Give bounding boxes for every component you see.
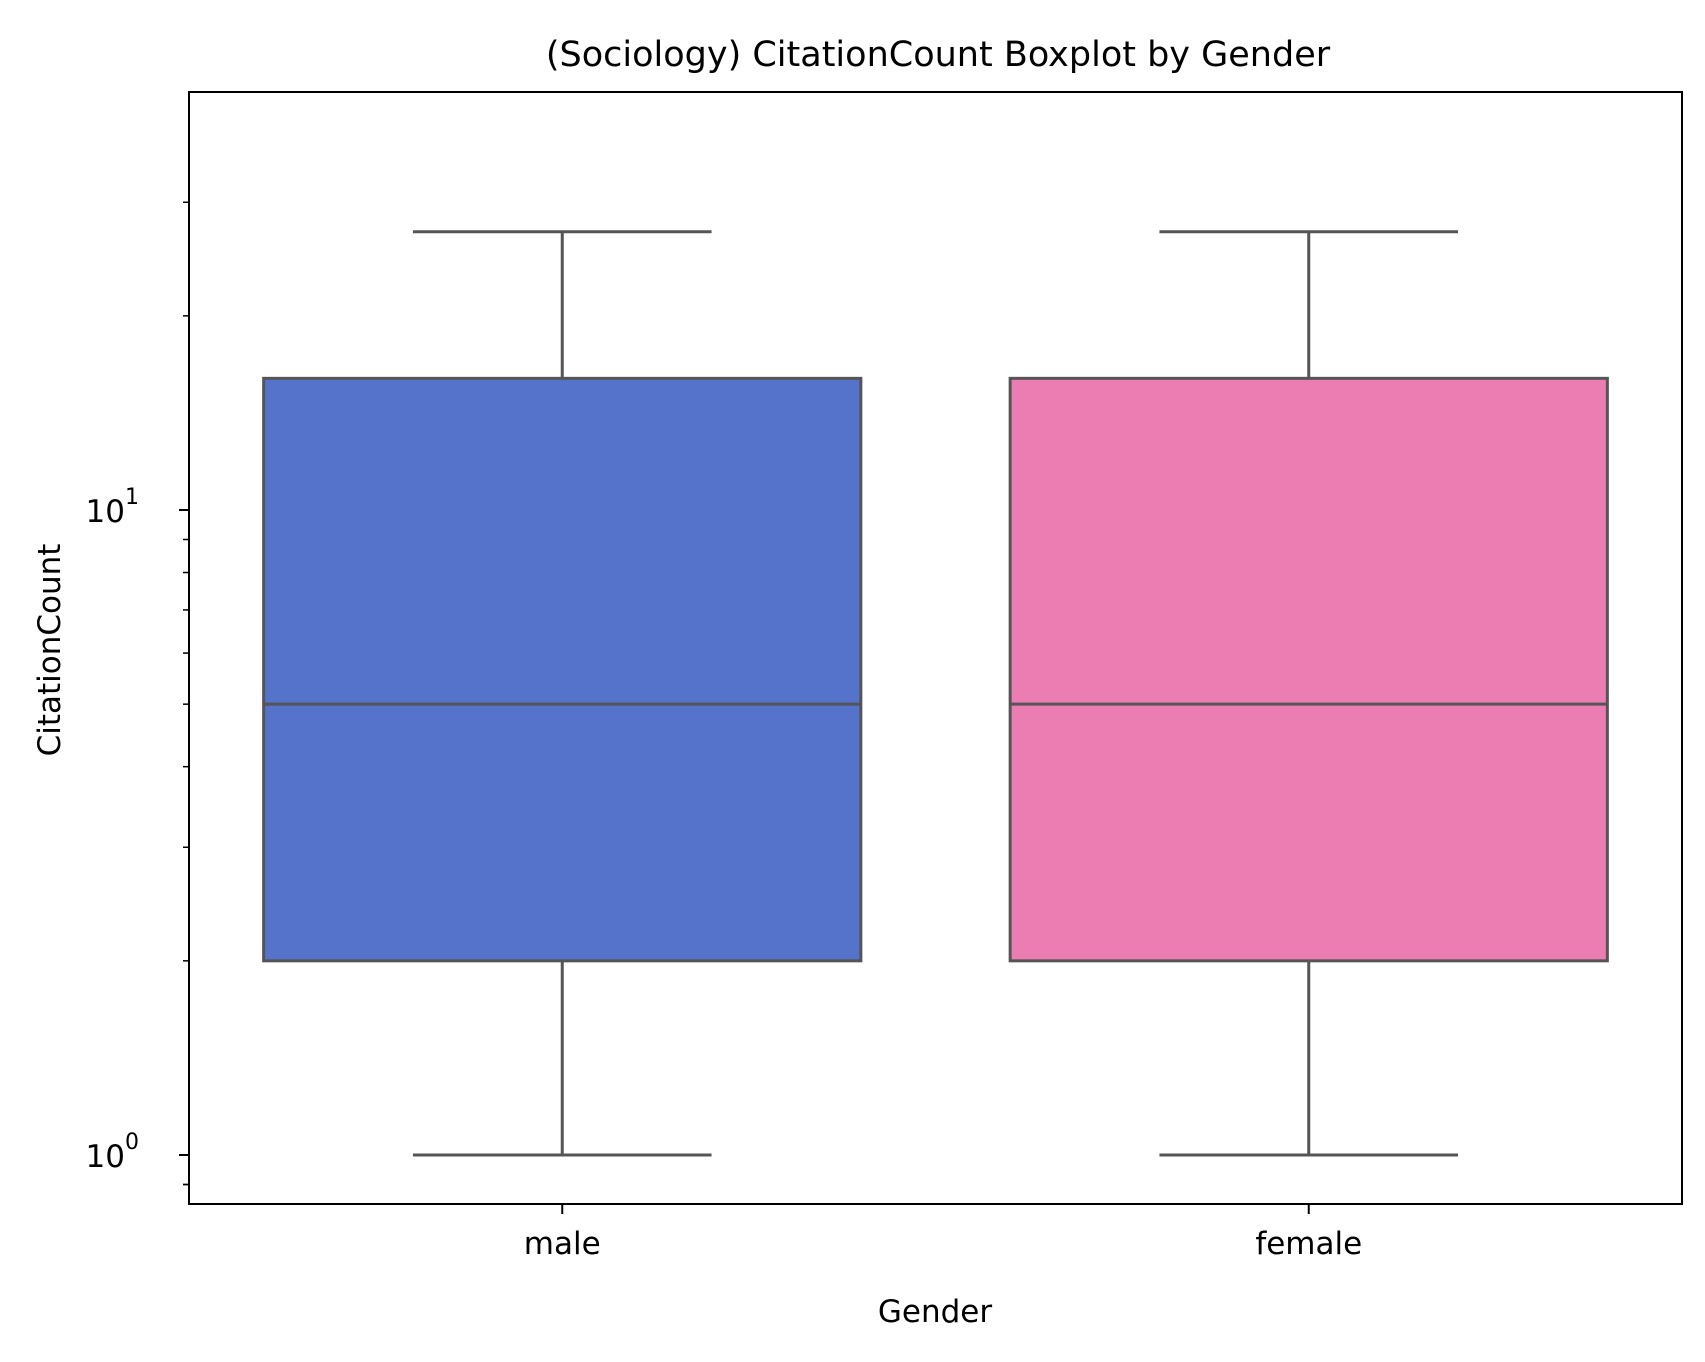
x-tick-label: female	[1255, 1226, 1362, 1262]
y-tick-label: 10	[86, 494, 125, 530]
box-male	[262, 230, 863, 1157]
box-iqr	[262, 376, 863, 963]
y-axis-label: CitationCount	[32, 544, 68, 757]
plot-area	[262, 230, 1609, 1157]
plot-frame	[188, 91, 1683, 1205]
chart-title: (Sociology) CitationCount Boxplot by Gen…	[546, 35, 1331, 75]
x-tick-label: male	[524, 1226, 601, 1262]
y-tick-label-exponent: 0	[125, 1130, 139, 1155]
box-iqr	[1008, 376, 1609, 963]
box-female	[1008, 230, 1609, 1157]
x-axis: male female	[524, 1204, 1362, 1262]
x-axis-label: Gender	[878, 1294, 992, 1330]
y-tick-label: 10	[86, 1139, 125, 1175]
y-tick-label-exponent: 1	[125, 485, 139, 510]
